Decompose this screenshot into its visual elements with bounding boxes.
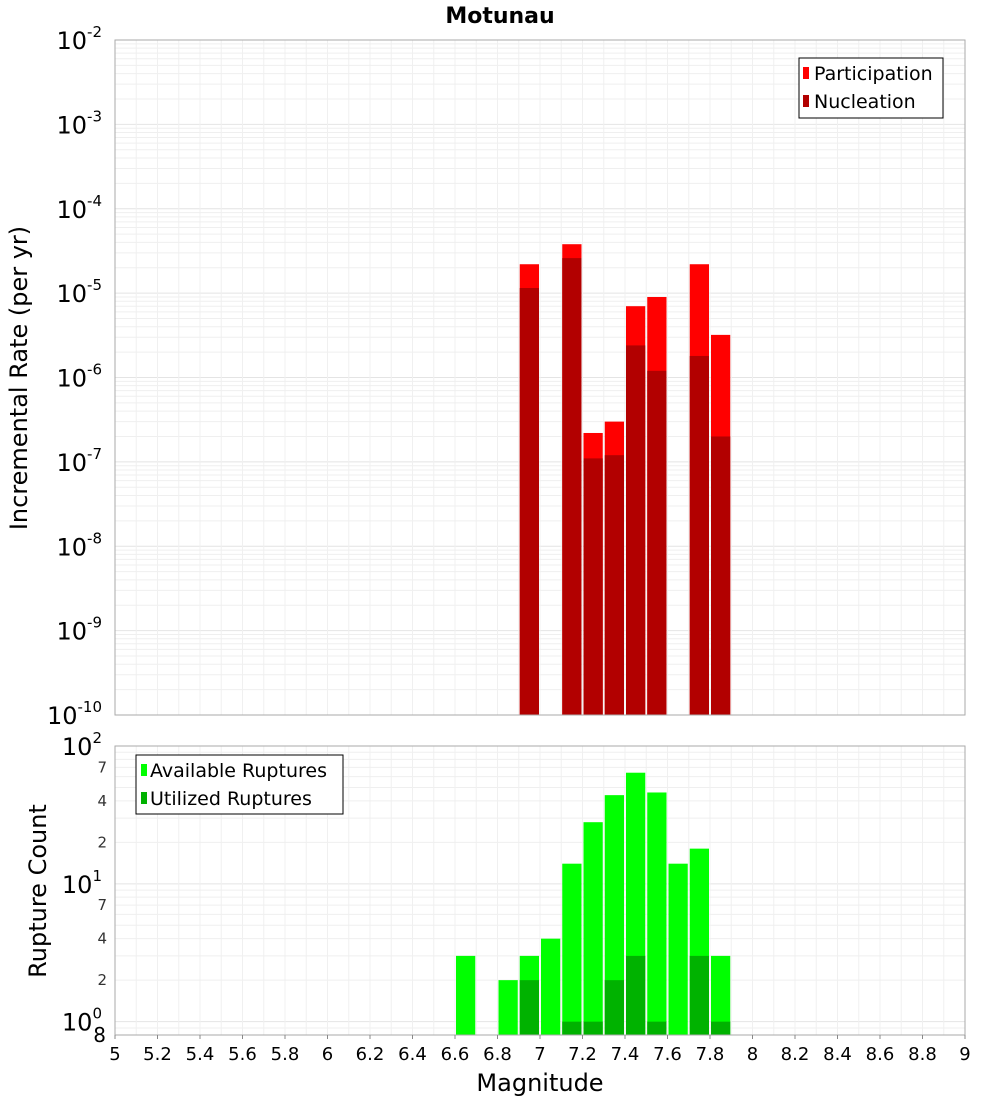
count-y-minor-tick-label: 4 bbox=[97, 792, 107, 810]
available-ruptures-bar bbox=[498, 980, 518, 1035]
utilized-legend-label: Utilized Ruptures bbox=[150, 788, 312, 810]
x-tick-label: 6.2 bbox=[356, 1044, 385, 1065]
nucleation-legend-swatch bbox=[803, 95, 809, 107]
rate-legend-box bbox=[798, 57, 944, 119]
x-tick-label: 6.4 bbox=[398, 1044, 427, 1065]
x-tick-label: 7.8 bbox=[696, 1044, 725, 1065]
x-tick-label: 5.8 bbox=[271, 1044, 300, 1065]
participation-legend-swatch bbox=[803, 67, 809, 79]
count-y-minor-tick-label: 7 bbox=[97, 758, 107, 776]
nucleation-bar bbox=[647, 370, 667, 715]
count-legend: Available Ruptures Utilized Ruptures bbox=[135, 754, 344, 815]
x-tick-label: 6.6 bbox=[441, 1044, 470, 1065]
nucleation-bar bbox=[583, 458, 603, 715]
participation-legend-label: Participation bbox=[814, 63, 933, 85]
rate-legend: Participation Nucleation bbox=[798, 57, 944, 119]
x-tick-label: 7.6 bbox=[653, 1044, 682, 1065]
x-tick-label: 7.2 bbox=[568, 1044, 597, 1065]
rate-y-tick-label: 10-10 bbox=[47, 698, 102, 730]
nucleation-bar bbox=[604, 455, 624, 715]
count-y-minor-tick-label: 7 bbox=[97, 896, 107, 914]
count-y-minor-tick-label: 8 bbox=[93, 1023, 106, 1047]
available-ruptures-bar bbox=[456, 955, 476, 1035]
x-tick-label: 5 bbox=[109, 1044, 120, 1065]
count-y-tick-label: 101 bbox=[62, 867, 102, 899]
x-tick-label: 6 bbox=[322, 1044, 333, 1065]
rate-y-tick-label: 10-3 bbox=[56, 107, 102, 139]
rate-y-tick-label: 10-6 bbox=[56, 361, 102, 393]
available-ruptures-bar bbox=[647, 792, 667, 1035]
nucleation-bar bbox=[626, 345, 646, 715]
available-ruptures-bar bbox=[583, 822, 603, 1035]
utilized-ruptures-bar bbox=[583, 1021, 603, 1035]
nucleation-legend-label: Nucleation bbox=[814, 91, 916, 113]
x-tick-label: 5.2 bbox=[143, 1044, 172, 1065]
x-tick-label: 8.4 bbox=[823, 1044, 852, 1065]
available-legend-label: Available Ruptures bbox=[150, 760, 327, 782]
utilized-ruptures-bar bbox=[562, 1021, 582, 1035]
rate-plot-border bbox=[114, 39, 966, 716]
x-tick-label: 5.4 bbox=[186, 1044, 215, 1065]
x-tick-label: 8 bbox=[747, 1044, 758, 1065]
x-tick-label: 5.6 bbox=[228, 1044, 257, 1065]
count-panel: 100 101 102 8 2 4 7 2 4 7 5 5.2 5.4 5.6 5.8 6 6.2 6.4 6.6… bbox=[24, 729, 971, 1097]
x-tick-label: 8.6 bbox=[866, 1044, 895, 1065]
available-ruptures-bar bbox=[711, 955, 731, 1035]
nucleation-bar bbox=[689, 355, 709, 715]
count-y-minor-tick-label: 4 bbox=[97, 930, 107, 948]
count-y-axis-label: Rupture Count bbox=[24, 804, 52, 978]
count-legend-box bbox=[135, 754, 344, 815]
rate-y-axis-label: Incremental Rate (per yr) bbox=[5, 226, 33, 530]
x-tick-label: 8.2 bbox=[781, 1044, 810, 1065]
rate-y-tick-label: 10-8 bbox=[56, 529, 102, 561]
rate-panel: 10-10 10-9 10-8 10-7 10-6 10-5 10-4 10-3 10-2 Mo… bbox=[5, 4, 966, 730]
utilized-ruptures-bar bbox=[647, 1021, 667, 1035]
x-tick-label: 6.8 bbox=[483, 1044, 512, 1065]
utilized-ruptures-bar bbox=[519, 980, 539, 1035]
utilized-ruptures-bar bbox=[689, 955, 709, 1035]
count-y-tick-label: 102 bbox=[62, 729, 102, 761]
x-axis-label: Magnitude bbox=[476, 1069, 603, 1097]
count-y-minor-tick-label: 2 bbox=[97, 971, 107, 989]
rate-y-tick-label: 10-9 bbox=[56, 614, 102, 646]
rate-y-tick-label: 10-5 bbox=[56, 276, 102, 308]
rate-y-tick-label: 10-2 bbox=[56, 23, 102, 55]
utilized-ruptures-bar bbox=[711, 1021, 731, 1035]
available-ruptures-bar bbox=[562, 863, 582, 1035]
rate-y-tick-label: 10-4 bbox=[56, 192, 102, 224]
x-tick-label: 9 bbox=[959, 1044, 970, 1065]
nucleation-bar bbox=[562, 258, 582, 715]
available-ruptures-bar bbox=[604, 795, 624, 1035]
count-y-minor-tick-label: 2 bbox=[97, 833, 107, 851]
available-legend-swatch bbox=[141, 764, 147, 776]
utilized-ruptures-bar bbox=[604, 980, 624, 1035]
available-ruptures-bar bbox=[668, 863, 688, 1035]
nucleation-bar bbox=[519, 288, 539, 715]
x-tick-label: 7.4 bbox=[611, 1044, 640, 1065]
nucleation-bar bbox=[711, 436, 731, 715]
chart-title: Motunau bbox=[445, 4, 554, 29]
x-tick-label: 7 bbox=[534, 1044, 545, 1065]
count-y-tick-label: 100 bbox=[62, 1005, 102, 1037]
available-ruptures-bar bbox=[541, 938, 561, 1035]
utilized-legend-swatch bbox=[141, 792, 147, 804]
x-tick-label: 8.8 bbox=[908, 1044, 937, 1065]
utilized-ruptures-bar bbox=[626, 955, 646, 1035]
rate-y-tick-label: 10-7 bbox=[56, 445, 102, 477]
